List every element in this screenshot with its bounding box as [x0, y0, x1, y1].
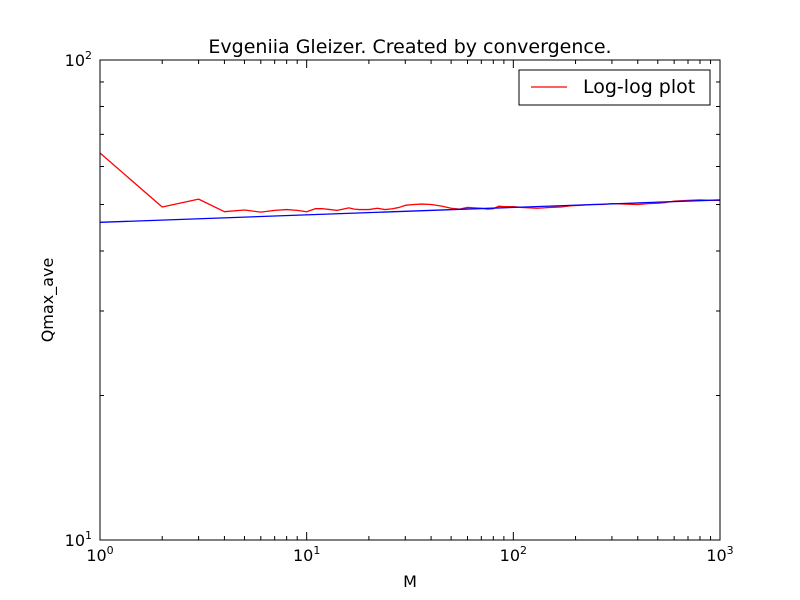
x-tick-label: 100 [86, 544, 113, 565]
tick-base: 10 [293, 546, 313, 565]
tick-base: 10 [65, 531, 85, 550]
tick-exponent: 0 [107, 544, 114, 557]
plot-area [99, 59, 721, 541]
y-axis-label: Qmax_ave [38, 258, 58, 343]
x-tick-label: 102 [500, 544, 527, 565]
tick-base: 10 [500, 546, 520, 565]
tick-base: 10 [65, 51, 85, 70]
x-tick-label: 101 [293, 544, 320, 565]
plot-frame [99, 59, 721, 541]
series-layer [99, 152, 721, 223]
y-tick-label: 102 [65, 49, 92, 70]
tick-base: 10 [86, 546, 106, 565]
legend-label: Log-log plot [583, 76, 695, 98]
tick-exponent: 2 [85, 49, 92, 62]
y-tick-label: 101 [65, 529, 92, 550]
tick-base: 10 [706, 546, 726, 565]
ticks-layer [99, 59, 721, 541]
x-axis-label: M [403, 572, 417, 591]
x-tick-labels: 100 101 102 103 [86, 544, 733, 565]
plot-background [100, 60, 720, 540]
tick-exponent: 1 [85, 529, 92, 542]
tick-exponent: 3 [727, 544, 734, 557]
series-line-fit [99, 199, 721, 223]
legend: Log-log plot [518, 69, 711, 106]
x-tick-label: 103 [706, 544, 733, 565]
chart-title: Evgeniia Gleizer. Created by convergence… [208, 36, 611, 58]
tick-exponent: 1 [313, 544, 320, 557]
tick-exponent: 2 [520, 544, 527, 557]
